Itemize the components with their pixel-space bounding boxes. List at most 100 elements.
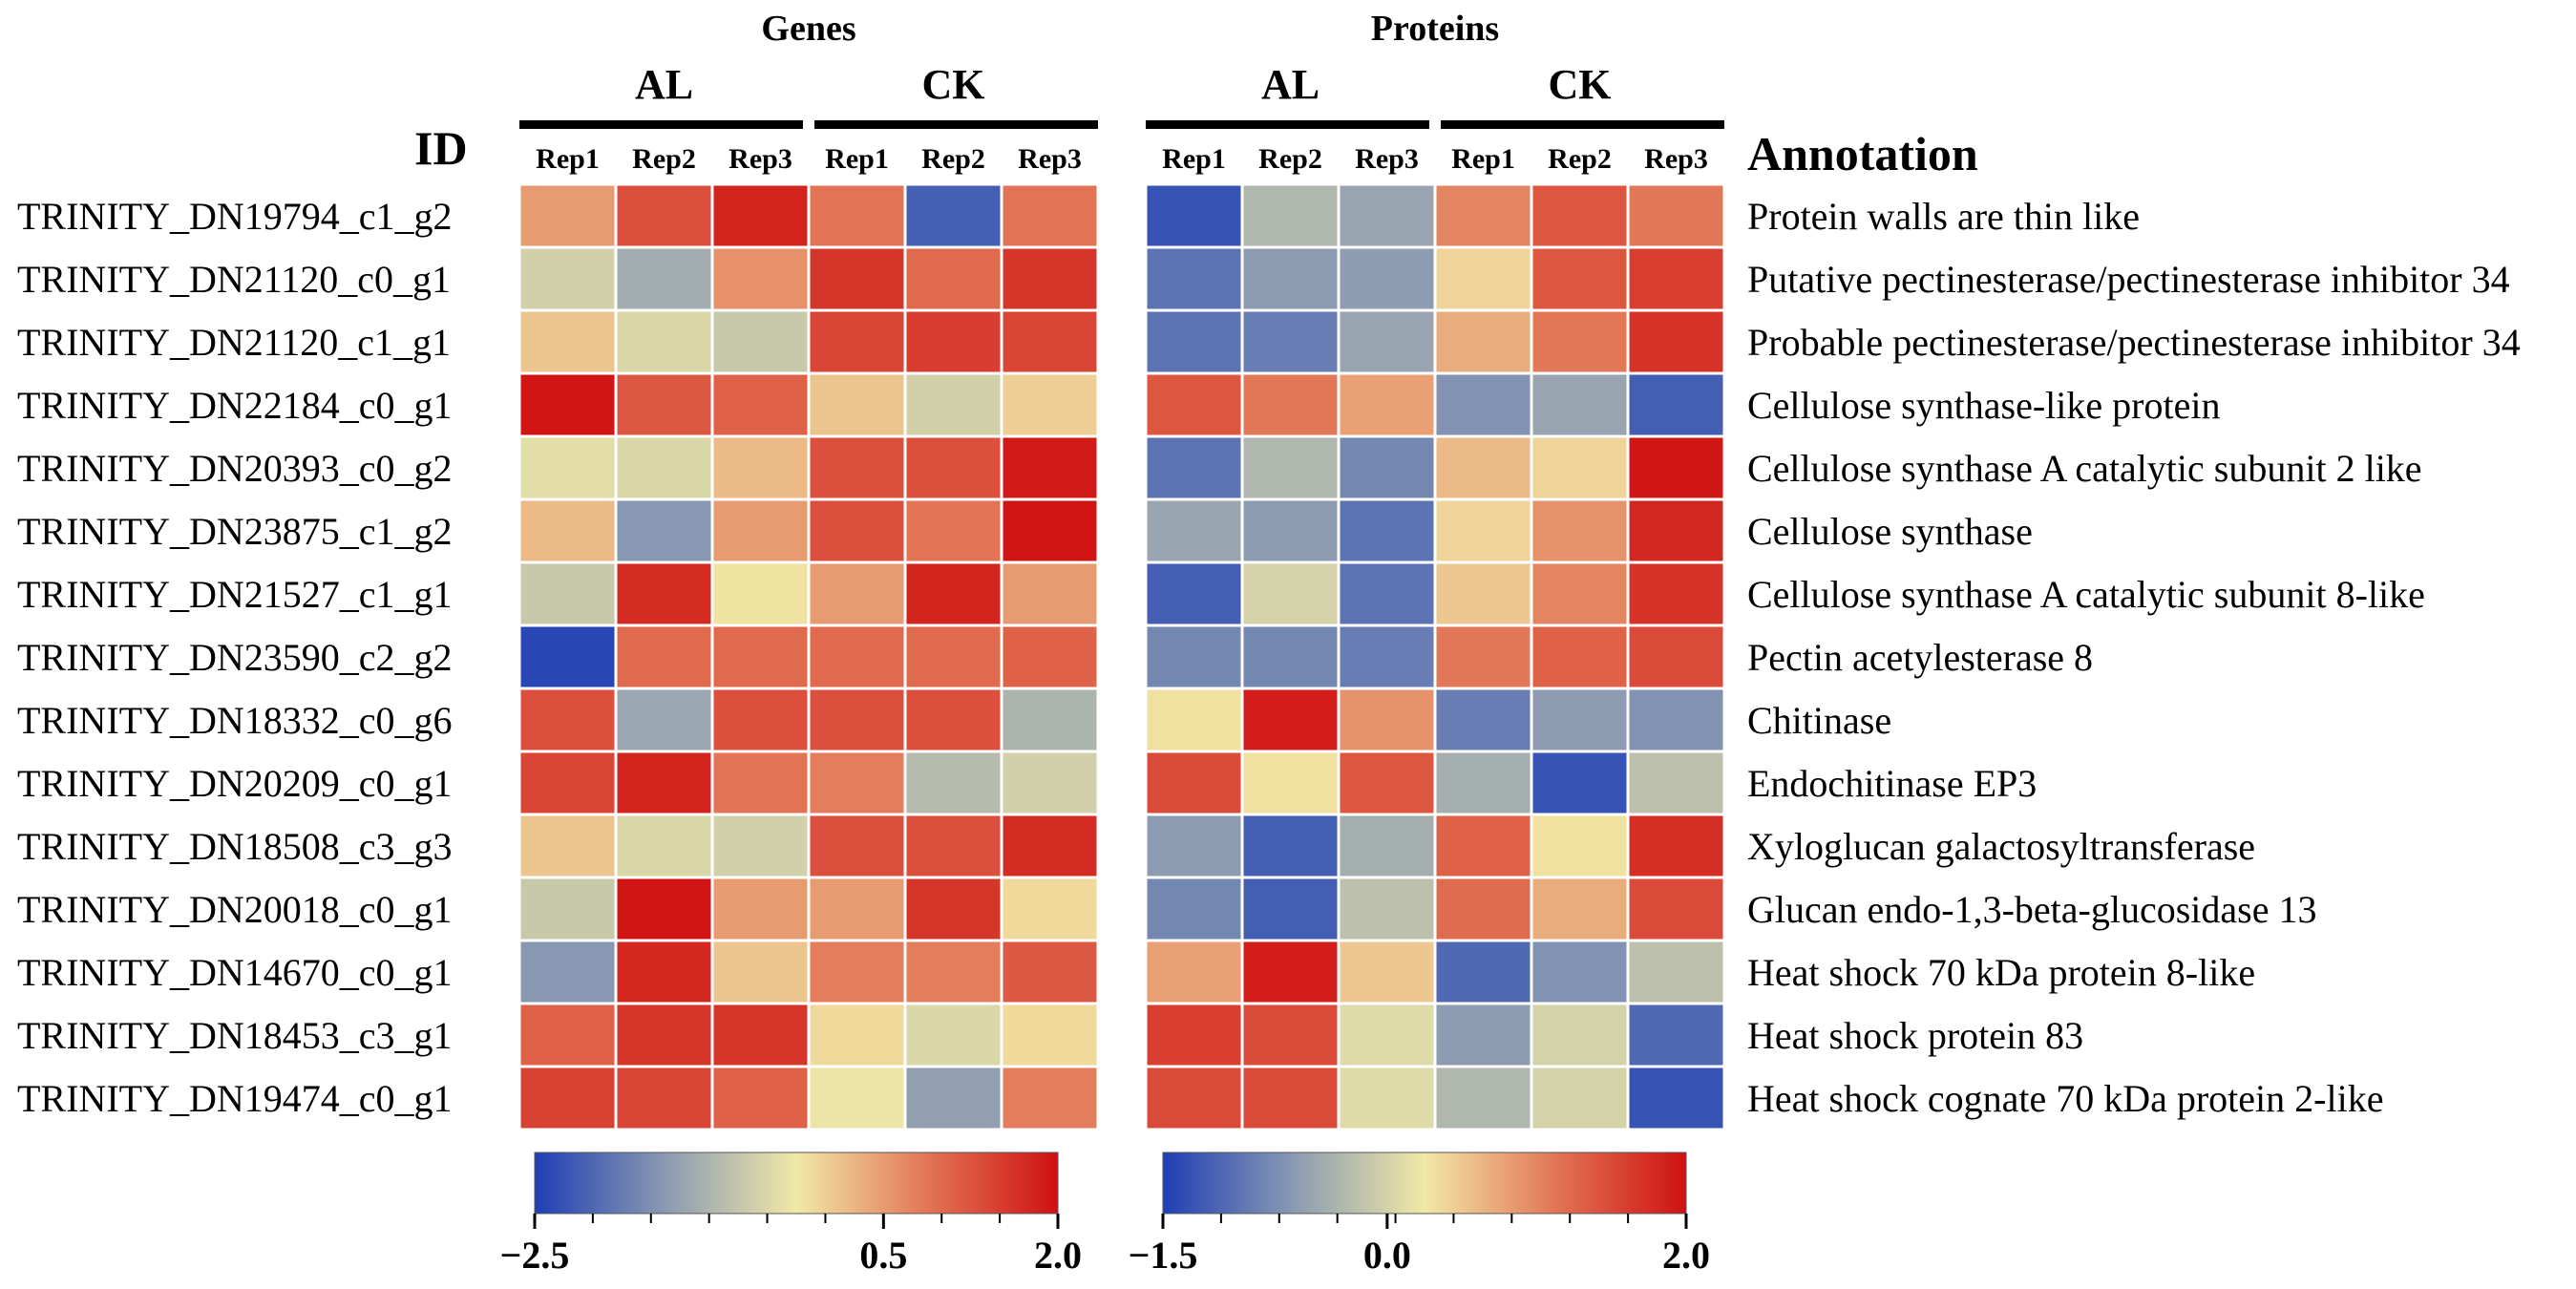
heatmap-cell (517, 245, 618, 312)
heatmap-cell (807, 560, 907, 627)
heatmap-cell (517, 750, 618, 816)
heatmap-cell (517, 371, 618, 438)
heatmap-cell (903, 182, 1003, 249)
heatmap-cell (1144, 623, 1244, 690)
column-label-rep3: Rep3 (728, 143, 792, 175)
heatmap-cell (1000, 245, 1100, 312)
heatmap-cell (1433, 939, 1533, 1005)
heatmap-cell (807, 876, 907, 942)
heatmap-cell (710, 434, 811, 501)
heatmap-cell (1240, 623, 1341, 690)
annotation-column-header: Annotation (1747, 127, 1978, 180)
heatmap-cell (1433, 813, 1533, 879)
heatmap-cell (1530, 750, 1630, 816)
heatmap-cell (1337, 182, 1437, 249)
heatmap-cell (1626, 939, 1726, 1005)
heatmap-cell (1144, 497, 1244, 564)
heatmap-cell (1433, 497, 1533, 564)
heatmap-cell (710, 813, 811, 879)
row-id-label: TRINITY_DN20018_c0_g1 (17, 888, 453, 931)
row-id-label: TRINITY_DN22184_c0_g1 (17, 384, 453, 427)
heatmap-cell (614, 623, 714, 690)
group-bar (1441, 120, 1724, 129)
heatmap-cell (1000, 308, 1100, 375)
heatmap-cell (1433, 876, 1533, 942)
heatmap-cell (1240, 750, 1341, 816)
heatmap-cell (517, 939, 618, 1005)
panel-title-proteins: Proteins (1371, 9, 1499, 49)
heatmap-cell (807, 939, 907, 1005)
heatmap-cell (710, 245, 811, 312)
heatmap-cell (1530, 939, 1630, 1005)
row-id-label: TRINITY_DN23875_c1_g2 (17, 510, 453, 553)
heatmap-cell (903, 750, 1003, 816)
heatmap-cell (1240, 876, 1341, 942)
heatmap-cell (1530, 434, 1630, 501)
heatmap-cell (1240, 939, 1341, 1005)
color-scale-tick-label: −2.5 (500, 1234, 570, 1277)
heatmap-cell (903, 245, 1003, 312)
group-label-al: AL (1261, 61, 1320, 108)
heatmap-cell (1433, 560, 1533, 627)
row-annotation-label: Heat shock cognate 70 kDa protein 2-like (1747, 1077, 2383, 1120)
group-label-ck: CK (1549, 61, 1612, 108)
heatmap-cell (517, 497, 618, 564)
heatmap-cell (1433, 245, 1533, 312)
heatmap-cell (614, 1065, 714, 1131)
heatmap-cell (1240, 1002, 1341, 1068)
heatmap-cell (903, 876, 1003, 942)
heatmap-cell (1144, 687, 1244, 753)
heatmap-cell (517, 1065, 618, 1131)
heatmap-cell (1000, 1065, 1100, 1131)
heatmap-cell (1530, 371, 1630, 438)
heatmap-cell (807, 813, 907, 879)
heatmap-cell (807, 308, 907, 375)
heatmap-cell (1433, 1065, 1533, 1131)
column-label-rep3: Rep3 (1018, 143, 1082, 175)
color-scale-tick-label: −1.5 (1129, 1234, 1198, 1277)
heatmap-cell (903, 623, 1003, 690)
column-label-rep2: Rep2 (1258, 143, 1322, 175)
group-bar (814, 120, 1098, 129)
column-label-rep1: Rep1 (1451, 143, 1515, 175)
heatmap-cell (1626, 687, 1726, 753)
heatmap-cell (1144, 371, 1244, 438)
column-label-rep1: Rep1 (825, 143, 889, 175)
heatmap-cell (710, 750, 811, 816)
heatmap-cell (517, 1002, 618, 1068)
heatmap-cell (1626, 182, 1726, 249)
heatmap-cell (1626, 308, 1726, 375)
heatmap-cell (1433, 182, 1533, 249)
heatmap-cell (710, 182, 811, 249)
row-id-label: TRINITY_DN23590_c2_g2 (17, 636, 453, 679)
heatmap-cell (1626, 876, 1726, 942)
heatmap-cell (1530, 560, 1630, 627)
heatmap-cell (614, 245, 714, 312)
heatmap-cell (1144, 434, 1244, 501)
heatmap-cell (903, 939, 1003, 1005)
id-column-header: ID (414, 121, 468, 175)
heatmap-cell (1337, 434, 1437, 501)
heatmap-cell (1144, 750, 1244, 816)
heatmap-cell (710, 560, 811, 627)
row-id-label: TRINITY_DN18332_c0_g6 (17, 699, 453, 742)
row-annotation-label: Putative pectinesterase/pectinesterase i… (1747, 258, 2510, 301)
heatmap-cell (1433, 687, 1533, 753)
heatmap-cell (1144, 1002, 1244, 1068)
heatmap-cell (1000, 623, 1100, 690)
heatmap-cell (1337, 308, 1437, 375)
heatmap-cell (1530, 182, 1630, 249)
heatmap-cell (807, 750, 907, 816)
row-id-label: TRINITY_DN19474_c0_g1 (17, 1077, 453, 1120)
heatmap-cell (1530, 1065, 1630, 1131)
row-annotation-label: Cellulose synthase (1747, 510, 2033, 553)
heatmap-cell (1626, 245, 1726, 312)
heatmap-cell (1240, 687, 1341, 753)
heatmap-cell (903, 497, 1003, 564)
heatmap-cell (1530, 813, 1630, 879)
heatmap-cell (710, 623, 811, 690)
heatmap-cell (1337, 687, 1437, 753)
heatmap-cell (517, 813, 618, 879)
heatmap-cell (1000, 876, 1100, 942)
